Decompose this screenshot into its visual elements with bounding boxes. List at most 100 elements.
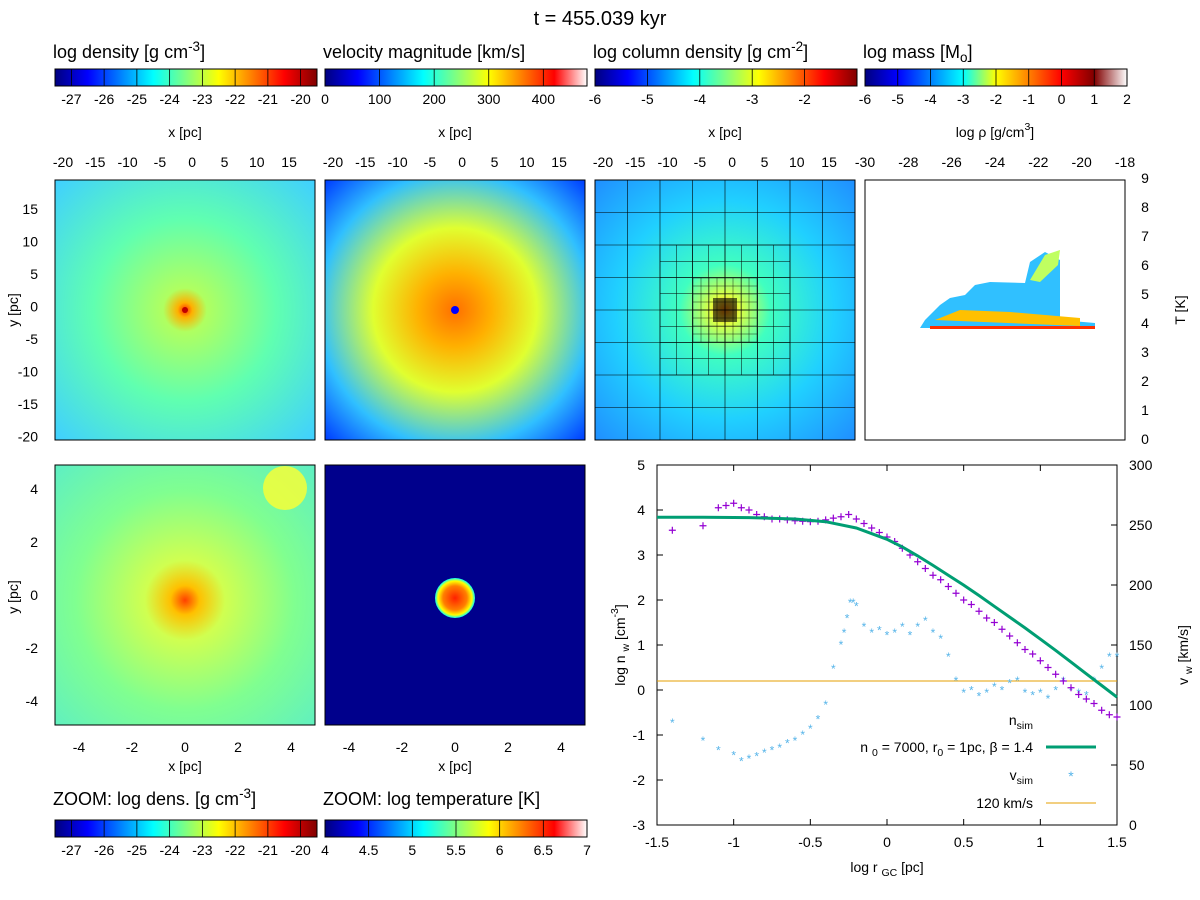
point-nsim [852, 515, 860, 523]
point-nsim [837, 513, 845, 521]
cb-zoom-density-bar [54, 819, 318, 838]
point-vsim: * [793, 734, 798, 748]
point-vsim: * [900, 620, 905, 634]
y-ticklabel: 5 [637, 457, 645, 473]
cb-mass-ticklabel: -4 [924, 91, 937, 107]
cb-velocity: velocity magnitude [km/s] 0 100 200 300 400 [321, 42, 588, 107]
cb-column-label: log column density [g cm-2] [593, 39, 808, 62]
cb-density: log density [g cm-3] -27 -26 -25 -24 -23 -22 -2… [53, 39, 318, 107]
point-vsim: * [1115, 650, 1120, 664]
phase-diagram: log ρ [g/cm3] -30 -28 -26 -24 -22 -20 -18 0 1 2 3 4 5… [855, 121, 1188, 447]
point-vsim: * [785, 736, 790, 750]
cb-velocity-ticklabel: 400 [532, 91, 556, 107]
point-vsim: * [1053, 684, 1058, 698]
point-nsim [1075, 691, 1083, 698]
velocity-map-xtick: -20 [323, 154, 343, 170]
point-vsim: * [1107, 650, 1112, 664]
amr-core [713, 298, 737, 322]
density-map: x [pc] -20 -15 -10 -5 0 5 10 15 [53, 124, 316, 441]
point-nsim [929, 571, 937, 579]
cb-velocity-ticklabel: 100 [368, 91, 392, 107]
cb-velocity-bar [324, 68, 588, 87]
point-vsim: * [1084, 688, 1089, 702]
zoom-temperature-hot [435, 578, 475, 618]
column-density-map: x [pc] -20 -15 -10 -5 0 5 10 15 [593, 124, 856, 441]
point-nsim [730, 499, 738, 507]
point-vsim: * [1046, 692, 1051, 706]
legend-vsim-swatch: * [1068, 768, 1074, 784]
zoom-ytick: 2 [30, 534, 38, 550]
point-nsim [1006, 632, 1014, 640]
point-vsim: * [1030, 688, 1035, 702]
legend: nsim n 0 = 7000, r0 = 1pc, β = 1.4 vsim * 12… [860, 712, 1096, 811]
cb-velocity-ticklabel: 200 [422, 91, 446, 107]
point-nsim [944, 583, 952, 590]
point-vsim: * [877, 624, 882, 638]
phase-ytick: 4 [1141, 315, 1149, 331]
cb-mass: log mass [Mo] -6 -5 -4 -3 -2 -1 0 1 2 [859, 42, 1131, 107]
cb-zoom-temp-ticklabel: 4.5 [359, 842, 379, 858]
point-vsim: * [808, 722, 813, 736]
y-ticklabel: 2 [637, 592, 645, 608]
top-ytick: 0 [30, 299, 38, 315]
column-density-map-xtick: 10 [789, 154, 805, 170]
cb-zoom-density-ticklabel: -21 [258, 842, 278, 858]
cb-velocity-ticklabel: 0 [321, 91, 329, 107]
zoom-xtick: 0 [181, 739, 189, 755]
point-nsim [914, 558, 922, 566]
point-nsim [1113, 713, 1121, 721]
point-vsim: * [716, 744, 721, 758]
phase-ytick: 9 [1141, 170, 1149, 186]
zoom-xtick: -2 [396, 739, 409, 755]
cb-zoom-temp-ticklabel: 6 [496, 842, 504, 858]
cb-mass-ticklabel: -2 [990, 91, 1003, 107]
point-vsim: * [1007, 676, 1012, 690]
cb-mass-ticklabel: 0 [1058, 91, 1066, 107]
top-ytick: 10 [22, 234, 38, 250]
density-map-xtick: -15 [85, 154, 105, 170]
x-ticklabel: 0 [883, 834, 891, 850]
column-density-map-xtick: 5 [761, 154, 769, 170]
point-nsim [722, 502, 730, 509]
phase-xtick: -28 [898, 154, 918, 170]
velocity-map: x [pc] -20 -15 -10 -5 0 5 10 15 [323, 124, 586, 441]
zoom-density-map [54, 464, 316, 726]
top-ytick: 15 [22, 201, 38, 217]
y-ticklabel: -2 [633, 772, 646, 788]
phase-ytick: 6 [1141, 257, 1149, 273]
velocity-map-xtick: -15 [355, 154, 375, 170]
zoom-ylabel: y [pc] [5, 580, 21, 613]
velocity-map-frame [324, 179, 586, 441]
cb-zoom-density-ticklabel: -22 [225, 842, 245, 858]
cb-zoom-temp-ticklabel: 7 [583, 842, 591, 858]
cb-mass-ticklabel: -3 [957, 91, 970, 107]
x-ticklabel: 1 [1036, 834, 1044, 850]
point-nsim [1013, 639, 1021, 647]
point-vsim: * [908, 628, 913, 642]
series-fit-line [657, 515, 1118, 699]
column-density-map-xtick: -10 [657, 154, 677, 170]
y2-ticklabel: 150 [1129, 637, 1153, 653]
cb-mass-ticklabel: 2 [1123, 91, 1131, 107]
cb-velocity-label: velocity magnitude [km/s] [323, 42, 525, 62]
phase-xtick: -18 [1115, 154, 1135, 170]
amr-grid [594, 179, 856, 441]
phase-xtick: -20 [1072, 154, 1092, 170]
x-ticklabel: -1.5 [645, 834, 669, 850]
zoom-xtick: 2 [504, 739, 512, 755]
point-nsim [1105, 711, 1113, 719]
point-vsim: * [777, 741, 782, 755]
phase-ytick: 2 [1141, 373, 1149, 389]
phase-xtick: -24 [985, 154, 1005, 170]
point-vsim: * [946, 650, 951, 664]
velocity-map-xtick: 5 [491, 154, 499, 170]
zoom-xtick: 0 [451, 739, 459, 755]
cb-density-ticklabel: -20 [291, 91, 311, 107]
cb-zoom-density-ticklabel: -25 [127, 842, 147, 858]
x-axis-label: log r GC [pc] [850, 859, 923, 879]
point-nsim [868, 524, 876, 532]
legend-vsim: vsim [1010, 767, 1034, 787]
cb-mass-ticklabel: -1 [1023, 91, 1036, 107]
cb-mass-label: log mass [Mo] [863, 42, 973, 65]
